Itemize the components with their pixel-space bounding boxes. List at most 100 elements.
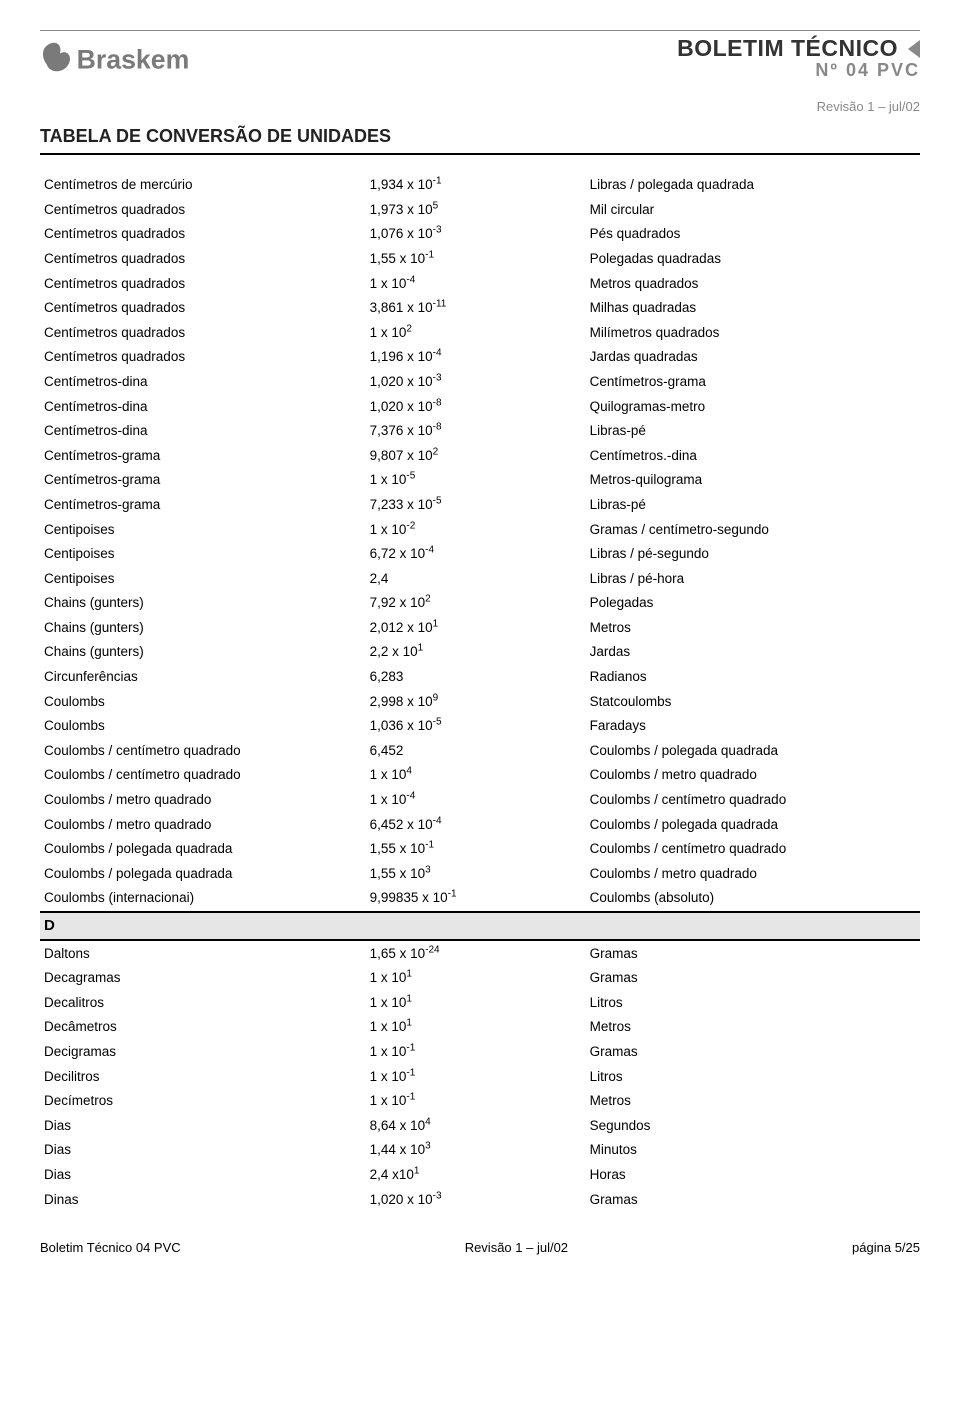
table-row: Centímetros quadrados1 x 102Milímetros q… [40, 321, 920, 346]
table-row: Centímetros-grama1 x 10-5Metros-quilogra… [40, 468, 920, 493]
factor: 6,452 [366, 739, 586, 764]
section-letter-row: D [40, 912, 920, 941]
doc-title: BOLETIM TÉCNICO [677, 35, 898, 62]
to-unit: Litros [586, 991, 920, 1016]
table-row: Centímetros quadrados1,196 x 10-4Jardas … [40, 345, 920, 370]
table-row: Coulombs / metro quadrado1 x 10-4Coulomb… [40, 788, 920, 813]
table-row: Centímetros de mercúrio1,934 x 10-1Libra… [40, 173, 920, 198]
from-unit: Decilitros [40, 1064, 366, 1089]
to-unit: Metros-quilograma [586, 468, 920, 493]
to-unit: Libras / polegada quadrada [586, 173, 920, 198]
to-unit: Statcoulombs [586, 689, 920, 714]
factor: 1,973 x 105 [366, 198, 586, 223]
table-row: Dias8,64 x 104Segundos [40, 1114, 920, 1139]
from-unit: Centímetros-grama [40, 493, 366, 518]
factor: 1,196 x 10-4 [366, 345, 586, 370]
to-unit: Centímetros.-dina [586, 444, 920, 469]
from-unit: Chains (gunters) [40, 640, 366, 665]
from-unit: Centímetros quadrados [40, 345, 366, 370]
to-unit: Jardas quadradas [586, 345, 920, 370]
from-unit: Centímetros-dina [40, 419, 366, 444]
from-unit: Centímetros-dina [40, 370, 366, 395]
header-right: BOLETIM TÉCNICO Nº 04 PVC Revisão 1 – ju… [677, 35, 920, 114]
to-unit: Libras-pé [586, 493, 920, 518]
footer: Boletim Técnico 04 PVC Revisão 1 – jul/0… [40, 1240, 920, 1255]
svg-text:Braskem: Braskem [77, 44, 190, 74]
from-unit: Centímetros quadrados [40, 198, 366, 223]
table-row: Centímetros quadrados1,973 x 105Mil circ… [40, 198, 920, 223]
table-row: Dinas1,020 x 10-3Gramas [40, 1187, 920, 1212]
table-row: Coulombs / centímetro quadrado6,452Coulo… [40, 739, 920, 764]
factor: 2,4 [366, 567, 586, 592]
to-unit: Coulombs / metro quadrado [586, 763, 920, 788]
to-unit: Milhas quadradas [586, 296, 920, 321]
factor: 8,64 x 104 [366, 1114, 586, 1139]
from-unit: Centipoises [40, 542, 366, 567]
factor: 1,55 x 10-1 [366, 247, 586, 272]
factor: 1 x 102 [366, 321, 586, 346]
to-unit: Pés quadrados [586, 222, 920, 247]
factor: 2,012 x 101 [366, 616, 586, 641]
factor: 6,72 x 10-4 [366, 542, 586, 567]
to-unit: Gramas [586, 940, 920, 966]
table-row: Centímetros-grama9,807 x 102Centímetros.… [40, 444, 920, 469]
factor: 9,807 x 102 [366, 444, 586, 469]
from-unit: Centímetros-grama [40, 468, 366, 493]
table-row: Coulombs2,998 x 109Statcoulombs [40, 689, 920, 714]
to-unit: Coulombs (absoluto) [586, 886, 920, 912]
from-unit: Dinas [40, 1187, 366, 1212]
factor: 1,55 x 103 [366, 862, 586, 887]
to-unit: Coulombs / polegada quadrada [586, 812, 920, 837]
table-row: Decigramas1 x 10-1Gramas [40, 1040, 920, 1065]
factor: 7,376 x 10-8 [366, 419, 586, 444]
from-unit: Centímetros quadrados [40, 321, 366, 346]
factor: 1 x 10-1 [366, 1064, 586, 1089]
factor: 1,44 x 103 [366, 1138, 586, 1163]
to-unit: Coulombs / metro quadrado [586, 862, 920, 887]
factor: 1 x 101 [366, 1015, 586, 1040]
from-unit: Dias [40, 1114, 366, 1139]
to-unit: Faradays [586, 714, 920, 739]
footer-center: Revisão 1 – jul/02 [465, 1240, 568, 1255]
factor: 9,99835 x 10-1 [366, 886, 586, 912]
factor: 7,233 x 10-5 [366, 493, 586, 518]
table-row: Centímetros quadrados1,55 x 10-1Polegada… [40, 247, 920, 272]
to-unit: Coulombs / centímetro quadrado [586, 837, 920, 862]
from-unit: Centímetros de mercúrio [40, 173, 366, 198]
factor: 6,283 [366, 665, 586, 690]
table-row: Decalitros1 x 101Litros [40, 991, 920, 1016]
factor: 1 x 10-5 [366, 468, 586, 493]
factor: 1 x 10-4 [366, 271, 586, 296]
top-rule [40, 30, 920, 31]
footer-right: página 5/25 [852, 1240, 920, 1255]
from-unit: Centímetros quadrados [40, 222, 366, 247]
factor: 3,861 x 10-11 [366, 296, 586, 321]
triangle-icon [906, 40, 920, 58]
to-unit: Milímetros quadrados [586, 321, 920, 346]
table-row: Coulombs / metro quadrado6,452 x 10-4Cou… [40, 812, 920, 837]
to-unit: Coulombs / centímetro quadrado [586, 788, 920, 813]
to-unit: Minutos [586, 1138, 920, 1163]
from-unit: Coulombs / centímetro quadrado [40, 763, 366, 788]
from-unit: Centímetros quadrados [40, 247, 366, 272]
table-row: Centímetros quadrados3,861 x 10-11Milhas… [40, 296, 920, 321]
braskem-logo: Braskem [40, 35, 240, 83]
factor: 2,998 x 109 [366, 689, 586, 714]
factor: 1 x 104 [366, 763, 586, 788]
doc-sub: Nº 04 PVC [677, 60, 920, 81]
to-unit: Litros [586, 1064, 920, 1089]
factor: 7,92 x 102 [366, 591, 586, 616]
from-unit: Coulombs [40, 714, 366, 739]
title-rule [40, 153, 920, 155]
from-unit: Centipoises [40, 567, 366, 592]
from-unit: Decímetros [40, 1089, 366, 1114]
from-unit: Decigramas [40, 1040, 366, 1065]
from-unit: Coulombs / metro quadrado [40, 788, 366, 813]
to-unit: Polegadas [586, 591, 920, 616]
revision-text: Revisão 1 – jul/02 [677, 99, 920, 114]
from-unit: Circunferências [40, 665, 366, 690]
table-row: Centímetros-dina1,020 x 10-8Quilogramas-… [40, 394, 920, 419]
from-unit: Dias [40, 1163, 366, 1188]
to-unit: Segundos [586, 1114, 920, 1139]
conversion-table: Centímetros de mercúrio1,934 x 10-1Libra… [40, 173, 920, 1212]
